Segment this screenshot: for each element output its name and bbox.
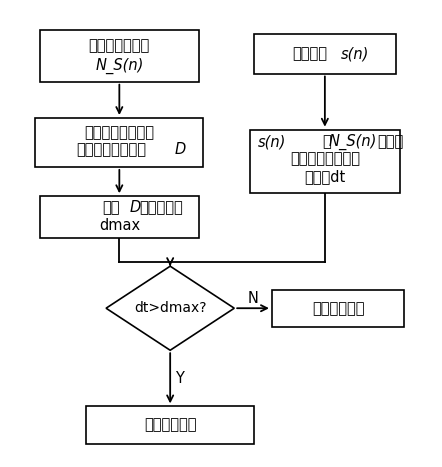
Polygon shape	[106, 266, 234, 350]
Text: N: N	[248, 291, 259, 306]
Text: dmax: dmax	[99, 218, 140, 233]
Bar	[250, 129, 400, 192]
Text: s(n): s(n)	[258, 134, 286, 149]
Text: 故障声纹信号: 故障声纹信号	[144, 417, 196, 432]
Text: D: D	[130, 200, 141, 215]
Text: 离和为dt: 离和为dt	[304, 169, 346, 184]
Text: dt>dmax?: dt>dmax?	[134, 301, 206, 315]
Text: 与: 与	[323, 134, 332, 149]
Bar	[272, 290, 404, 327]
Text: 正常状态声纹库: 正常状态声纹库	[89, 38, 150, 53]
Bar	[254, 34, 396, 73]
Text: D: D	[175, 142, 186, 157]
Text: N_S(n): N_S(n)	[95, 58, 144, 74]
Bar	[86, 406, 254, 444]
Text: 本间的欧式距离和: 本间的欧式距离和	[76, 142, 146, 157]
Text: 基于: 基于	[103, 200, 120, 215]
Text: Y: Y	[175, 371, 184, 386]
Text: 每个样本与其它样: 每个样本与其它样	[84, 125, 154, 140]
Text: N_S(n): N_S(n)	[328, 134, 377, 149]
Bar	[40, 196, 199, 238]
Text: 正常声纹信号: 正常声纹信号	[312, 301, 364, 316]
Text: 求出最大值: 求出最大值	[140, 200, 183, 215]
Text: 检测信号: 检测信号	[292, 46, 327, 61]
Text: 中的每: 中的每	[377, 134, 404, 149]
Text: s(n): s(n)	[341, 46, 369, 61]
Bar	[40, 30, 199, 82]
Text: 个样本间的欧式距: 个样本间的欧式距	[290, 151, 360, 166]
Bar	[35, 118, 203, 167]
